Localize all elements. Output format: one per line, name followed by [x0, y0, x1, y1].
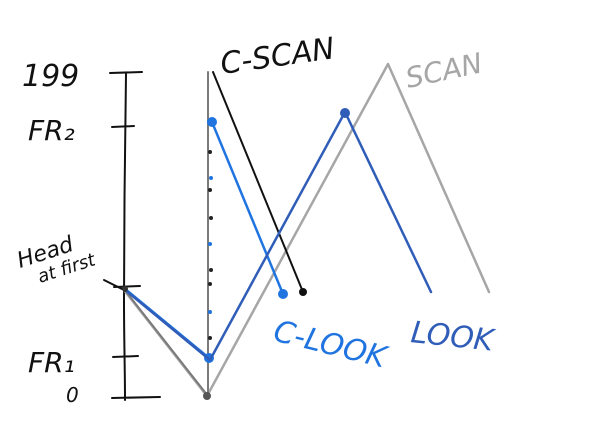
tick-zero	[111, 396, 161, 399]
head-annotation-arrow	[103, 279, 123, 290]
clook-path	[122, 120, 285, 360]
clook-end-point	[278, 289, 288, 299]
label-zero: 0	[66, 383, 79, 407]
clook-jump-dots	[208, 150, 213, 340]
tick-199	[109, 71, 143, 74]
clook-label: C-LOOK	[270, 314, 392, 376]
cscan-end-point	[299, 288, 307, 296]
label-199: 199	[22, 59, 79, 94]
look-label: LOOK	[409, 315, 497, 359]
head-start-point	[122, 286, 128, 292]
bottom-turn-point	[203, 392, 211, 400]
label-fr1: FR₁	[28, 346, 75, 379]
look-path	[122, 110, 433, 362]
vertical-axis	[123, 73, 127, 401]
look-fr2-point	[340, 108, 350, 118]
tick-fr2	[111, 125, 135, 128]
cscan-path-sweep	[212, 71, 304, 293]
clook-start-point	[207, 117, 217, 127]
scan-label: SCAN	[403, 46, 486, 94]
tick-fr1	[112, 355, 139, 358]
label-fr2: FR₂	[28, 114, 75, 147]
cscan-label: C-SCAN	[218, 31, 336, 82]
